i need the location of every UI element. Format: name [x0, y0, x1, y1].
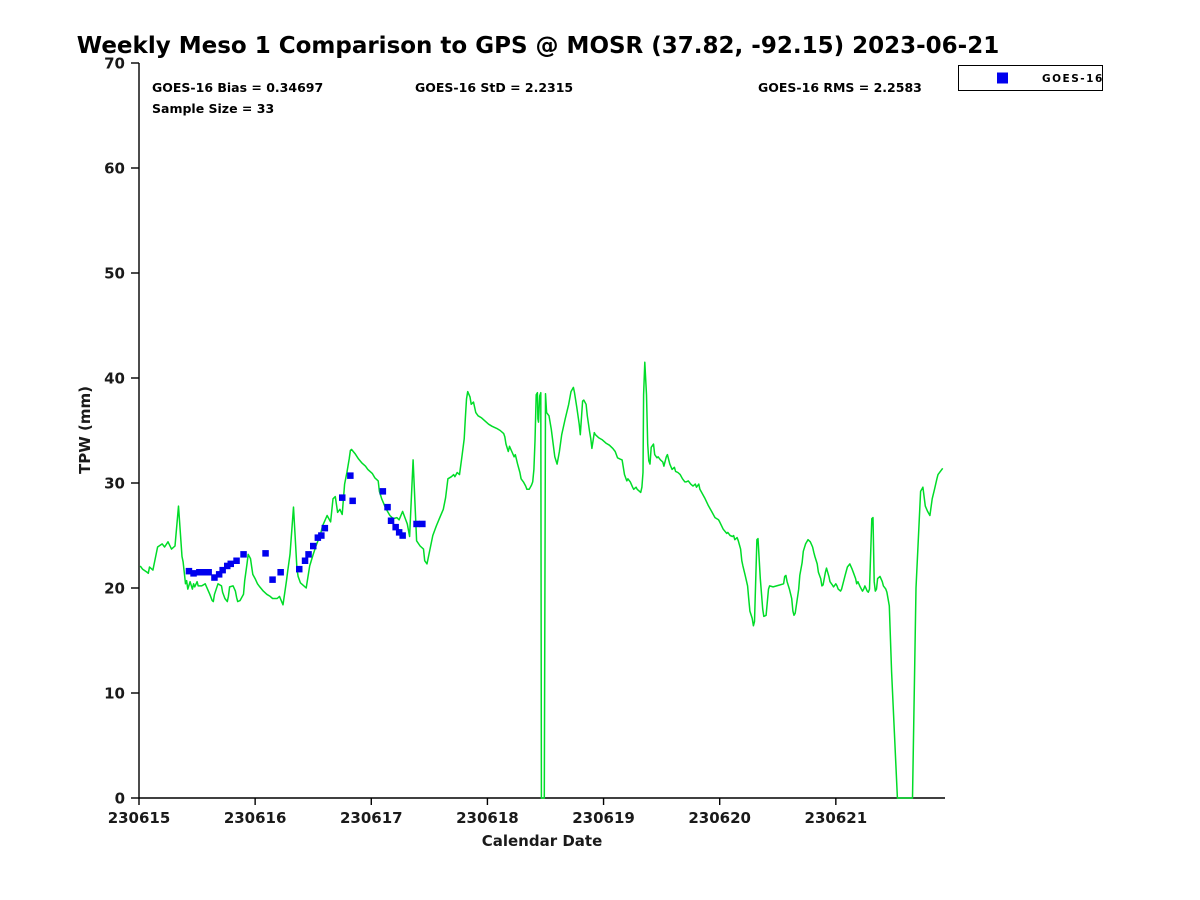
stat-std: GOES-16 StD = 2.2315 [415, 80, 573, 95]
x-tick-label: 230619 [572, 809, 635, 827]
legend: GOES-16 [958, 65, 1104, 91]
goes16-data-point [347, 472, 354, 479]
goes16-data-point [395, 529, 403, 536]
x-axis-label: Calendar Date [482, 832, 603, 850]
legend-entry-label: GOES-16 [1042, 73, 1104, 85]
goes16-data-point [224, 562, 231, 570]
goes16-data-point [305, 551, 312, 558]
goes16-data-point [262, 550, 269, 557]
goes16-data-point [205, 569, 212, 576]
goes16-data-point [339, 494, 346, 501]
goes16-data-point [196, 569, 203, 576]
goes16-data-point [233, 557, 240, 564]
goes16-data-point [387, 517, 395, 524]
goes16-data-point [200, 569, 208, 576]
goes16-data-point [211, 574, 218, 581]
gps-line-series [139, 361, 944, 799]
goes16-data-point [296, 565, 303, 573]
goes16-data-point [190, 570, 197, 577]
x-tick-label: 230615 [108, 809, 171, 827]
goes16-data-point [392, 523, 399, 531]
goes16-data-point [318, 532, 325, 539]
y-tick-label: 40 [104, 370, 125, 388]
chart-title: Weekly Meso 1 Comparison to GPS @ MOSR (… [77, 33, 999, 59]
goes16-scatter-series [185, 472, 426, 583]
x-tick-label: 230618 [456, 809, 519, 827]
goes16-data-point [349, 497, 356, 505]
y-tick-label: 70 [104, 55, 125, 73]
y-tick-label: 0 [115, 790, 125, 808]
legend-box [958, 65, 1103, 91]
goes16-data-point [419, 520, 426, 528]
goes16-data-point [185, 567, 193, 575]
gps-line [139, 361, 944, 799]
goes16-data-point [384, 503, 391, 511]
goes16-data-point [314, 534, 322, 541]
y-tick-label: 30 [104, 475, 125, 493]
x-tick-label: 230617 [340, 809, 403, 827]
y-tick-label: 20 [104, 580, 125, 598]
goes16-data-point [379, 488, 387, 495]
stat-bias: GOES-16 Bias = 0.34697 [152, 80, 323, 95]
stat-rms: GOES-16 RMS = 2.2583 [758, 80, 922, 95]
goes16-data-point [301, 557, 309, 564]
y-tick-label: 10 [104, 685, 125, 703]
legend-marker-square-icon [997, 72, 1008, 84]
goes16-data-point [310, 542, 317, 550]
x-tick-label: 230620 [688, 809, 751, 827]
goes16-data-point [321, 524, 329, 532]
goes16-data-point [219, 566, 226, 574]
x-tick-label: 230621 [805, 809, 868, 827]
x-axis-ticks: 230615 230616 230617 230618 230619 230620 2306… [108, 798, 867, 827]
goes16-data-point [240, 551, 247, 558]
goes16-data-point [215, 571, 223, 578]
x-tick-label: 230616 [224, 809, 287, 827]
goes16-data-point [269, 576, 276, 583]
y-axis-ticks: 0 10 20 30 40 50 60 70 [104, 55, 139, 808]
goes16-data-point [413, 520, 420, 528]
stat-sample-size: Sample Size = 33 [152, 101, 274, 116]
y-axis-label: TPW (mm) [76, 386, 94, 474]
y-tick-label: 50 [104, 265, 125, 283]
goes16-data-point [277, 569, 284, 576]
goes16-data-point [227, 560, 234, 568]
y-tick-label: 60 [104, 160, 125, 178]
goes16-data-point [399, 532, 406, 539]
